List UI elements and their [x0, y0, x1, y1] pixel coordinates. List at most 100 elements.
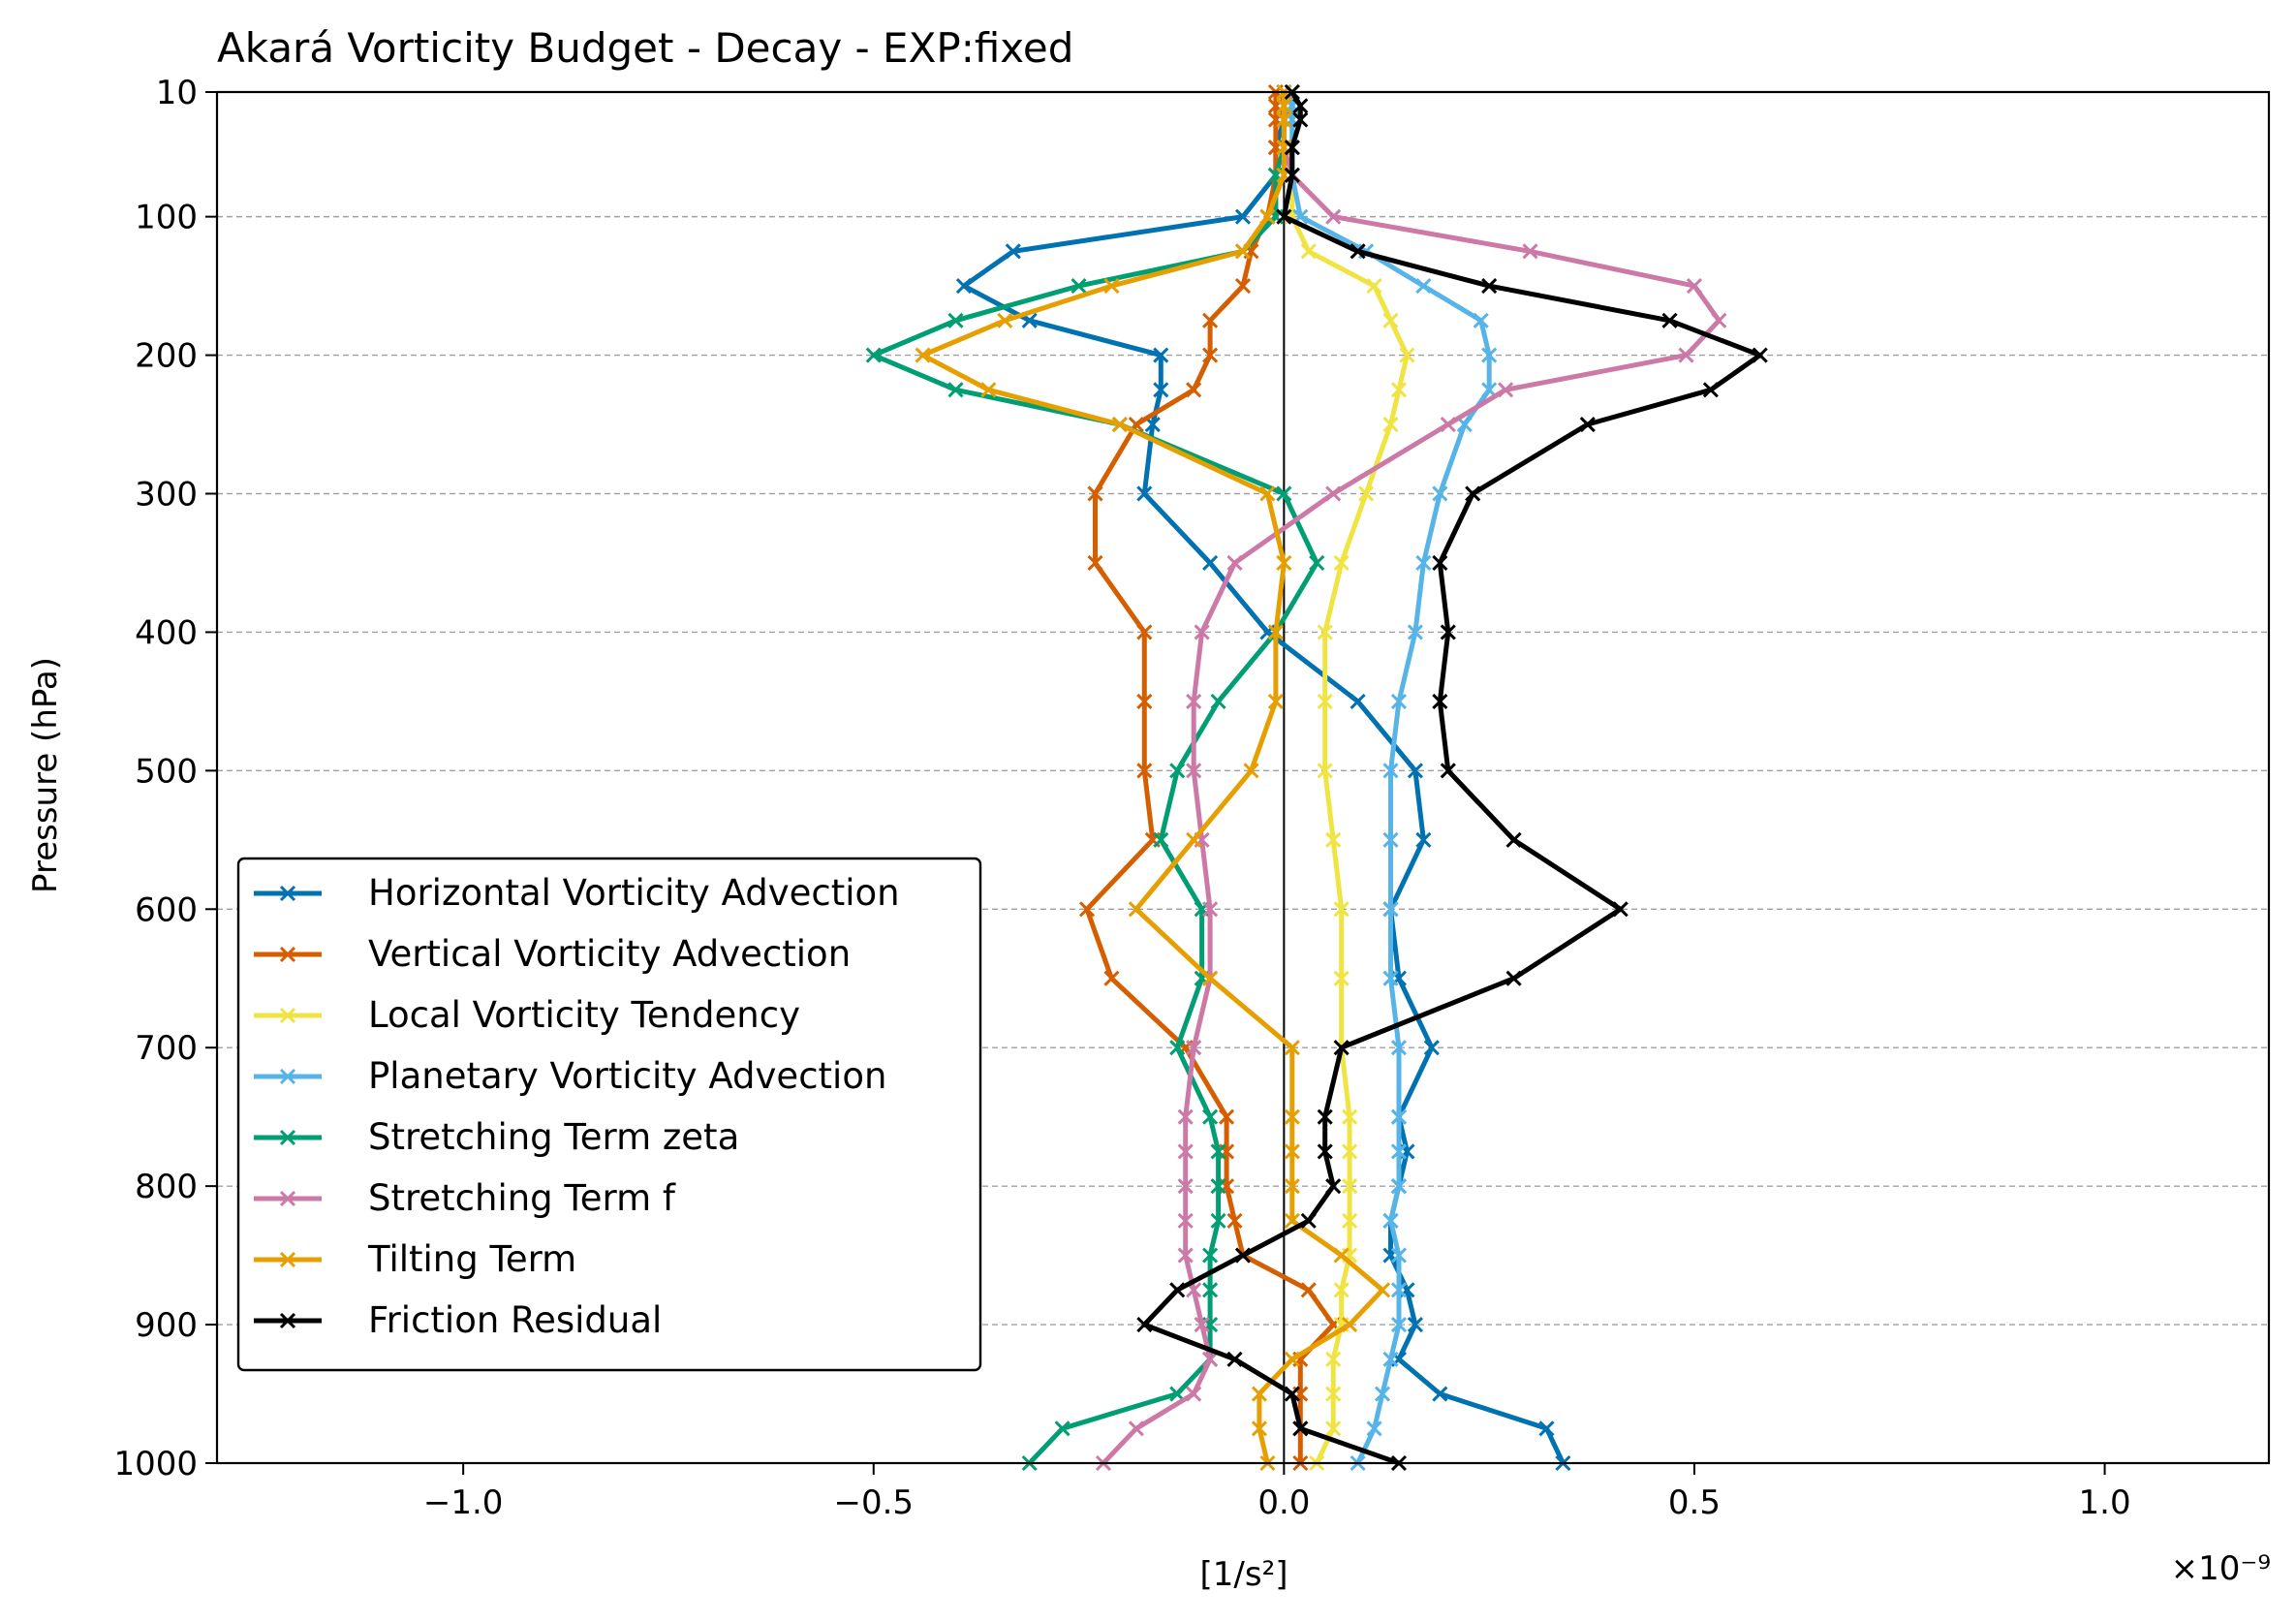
data-point-marker [1087, 485, 1103, 502]
data-point-marker [1259, 485, 1276, 502]
data-point-marker [1202, 1282, 1219, 1298]
legend-item: Stretching Term f [254, 1177, 676, 1219]
data-point-marker [1136, 485, 1153, 502]
legend-label: Friction Residual [368, 1299, 662, 1341]
y-tick-label: 600 [135, 890, 198, 929]
data-point-marker [1267, 624, 1284, 640]
legend-swatch-marker [279, 1129, 296, 1146]
data-point-marker [1284, 1040, 1300, 1056]
data-point-marker [1070, 278, 1087, 295]
data-point-marker [1407, 624, 1423, 640]
data-point-marker [1202, 312, 1219, 328]
data-point-marker [1382, 312, 1399, 328]
data-point-marker [1333, 1040, 1350, 1056]
legend-label: Planetary Vorticity Advection [368, 1055, 886, 1097]
legend-swatch-marker [279, 885, 296, 902]
data-point-marker [1382, 901, 1399, 918]
legend: Horizontal Vorticity Advection Vertical V… [236, 857, 982, 1372]
data-point-marker [1243, 763, 1259, 779]
data-point-marker [1103, 278, 1120, 295]
data-point-marker [1374, 1386, 1391, 1402]
data-point-marker [1177, 1247, 1194, 1264]
y-axis-label: Pressure (hPa) [26, 657, 65, 893]
data-point-marker [1284, 1351, 1300, 1367]
data-point-marker [1194, 1317, 1210, 1333]
data-point-marker [1128, 1420, 1144, 1437]
data-point-marker [1186, 1040, 1202, 1056]
ticks-layer: −1.0 −0.5 0.0 0.5 1.0 10 100 200 300 400 500 600 700… [113, 74, 2130, 1522]
data-point-marker [1234, 208, 1252, 225]
x-axis-scale-label: ×10⁻⁹ [2171, 1549, 2271, 1588]
data-point-marker [1136, 693, 1153, 709]
data-point-marker [1218, 1108, 1235, 1125]
data-point-marker [955, 278, 973, 295]
data-point-marker [1284, 167, 1300, 183]
legend-item: Tilting Term [254, 1238, 576, 1280]
data-point-marker [1465, 485, 1481, 502]
data-point-marker [915, 347, 931, 363]
data-point-marker [1440, 763, 1456, 779]
data-point-marker [980, 382, 997, 398]
x-tick-label: −1.0 [423, 1483, 504, 1522]
data-point-marker [1415, 831, 1432, 848]
legend-label: Stretching Term zeta [368, 1116, 739, 1158]
legend-swatch-marker [279, 1007, 296, 1024]
data-point-marker [1202, 970, 1219, 986]
data-point-marker [1407, 763, 1423, 779]
legend-label: Tilting Term [367, 1238, 576, 1280]
y-tick-label: 700 [135, 1029, 198, 1068]
data-point-marker [1342, 1178, 1358, 1195]
series-line [1141, 89, 1763, 1466]
y-tick-label: 10 [156, 74, 198, 112]
data-point-marker [1186, 1386, 1202, 1402]
data-point-marker [1300, 1282, 1317, 1298]
data-point-marker [1300, 1212, 1317, 1229]
plot-frame [215, 90, 2271, 1465]
x-tick-label: 1.0 [2079, 1483, 2131, 1522]
y-tick-label: 1000 [113, 1445, 198, 1483]
data-point-marker [1432, 693, 1448, 709]
data-point-marker [1202, 1351, 1219, 1367]
series-group [1284, 83, 1498, 1472]
data-point-marker [1333, 901, 1350, 918]
data-point-marker [1407, 1317, 1423, 1333]
data-point-marker [1325, 485, 1342, 502]
data-point-marker [1186, 382, 1202, 398]
data-point-marker [1202, 554, 1219, 572]
data-point-marker [1300, 243, 1317, 260]
data-point-marker [1292, 98, 1309, 114]
data-point-marker [1136, 1317, 1153, 1333]
data-point-marker [1661, 312, 1678, 328]
data-point-marker [1284, 1178, 1300, 1195]
data-point-marker [1136, 763, 1153, 779]
data-point-marker [1169, 763, 1186, 779]
data-point-marker [1522, 243, 1538, 260]
data-point-marker [1259, 208, 1276, 225]
data-point-marker [1276, 485, 1292, 502]
y-tick-label: 900 [135, 1306, 198, 1345]
data-point-marker [1325, 1420, 1342, 1437]
legend-item: Friction Residual [254, 1299, 662, 1341]
data-point-marker [1358, 485, 1375, 502]
data-point-marker [1538, 1420, 1555, 1437]
data-point-marker [1752, 347, 1768, 363]
x-tick-label: 0.0 [1257, 1483, 1310, 1522]
data-point-marker [1423, 1040, 1440, 1056]
data-point-marker [1317, 1143, 1333, 1160]
data-point-marker [1390, 1108, 1408, 1125]
series-group [915, 83, 1391, 1472]
data-point-marker [1169, 1282, 1186, 1298]
data-point-marker [1366, 1420, 1382, 1437]
data-point-marker [997, 312, 1013, 328]
data-point-marker [1505, 970, 1522, 986]
data-point-marker [1399, 347, 1415, 363]
data-point-marker [1390, 1282, 1408, 1298]
data-point-marker [1325, 1351, 1342, 1367]
data-point-marker [1333, 1282, 1350, 1298]
data-point-marker [1711, 312, 1727, 328]
data-point-marker [1432, 554, 1448, 572]
data-point-marker [1325, 208, 1342, 225]
data-point-marker [1284, 1108, 1300, 1125]
data-point-marker [1612, 901, 1629, 918]
data-point-marker [1005, 243, 1021, 260]
